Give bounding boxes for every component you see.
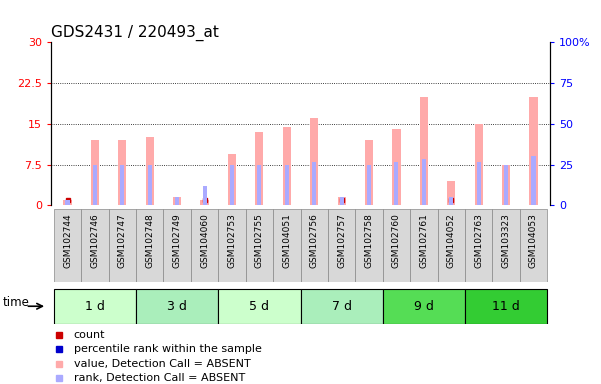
Bar bbox=[394, 162, 398, 205]
Bar bbox=[310, 118, 319, 205]
Text: GSM103323: GSM103323 bbox=[502, 213, 511, 268]
Bar bbox=[255, 132, 263, 205]
Bar bbox=[502, 165, 510, 205]
Bar bbox=[529, 97, 537, 205]
FancyBboxPatch shape bbox=[218, 209, 246, 282]
FancyBboxPatch shape bbox=[355, 209, 383, 282]
FancyBboxPatch shape bbox=[54, 209, 81, 282]
FancyBboxPatch shape bbox=[383, 209, 410, 282]
Bar bbox=[203, 186, 207, 205]
FancyBboxPatch shape bbox=[465, 289, 547, 324]
Text: 11 d: 11 d bbox=[492, 300, 520, 313]
Bar bbox=[392, 129, 400, 205]
Bar bbox=[175, 197, 179, 205]
Text: GSM102755: GSM102755 bbox=[255, 213, 264, 268]
Text: count: count bbox=[73, 330, 105, 340]
Text: 5 d: 5 d bbox=[249, 300, 269, 313]
FancyBboxPatch shape bbox=[300, 209, 328, 282]
Bar bbox=[173, 197, 182, 205]
Bar bbox=[91, 140, 99, 205]
Text: GSM102746: GSM102746 bbox=[90, 213, 99, 268]
FancyBboxPatch shape bbox=[273, 209, 300, 282]
Bar bbox=[201, 200, 209, 205]
Bar bbox=[422, 159, 426, 205]
FancyBboxPatch shape bbox=[492, 209, 520, 282]
Bar bbox=[312, 162, 316, 205]
Bar bbox=[340, 197, 344, 205]
Bar bbox=[282, 127, 291, 205]
Text: 9 d: 9 d bbox=[414, 300, 434, 313]
FancyBboxPatch shape bbox=[383, 289, 465, 324]
Bar bbox=[285, 165, 289, 205]
FancyBboxPatch shape bbox=[109, 209, 136, 282]
Bar bbox=[66, 200, 70, 205]
Text: GSM102758: GSM102758 bbox=[365, 213, 373, 268]
Text: GSM102753: GSM102753 bbox=[228, 213, 236, 268]
Text: GSM104053: GSM104053 bbox=[529, 213, 538, 268]
FancyBboxPatch shape bbox=[191, 209, 218, 282]
Text: value, Detection Call = ABSENT: value, Detection Call = ABSENT bbox=[73, 359, 250, 369]
Bar bbox=[145, 137, 154, 205]
FancyBboxPatch shape bbox=[520, 209, 547, 282]
Bar bbox=[504, 165, 508, 205]
Bar bbox=[228, 154, 236, 205]
FancyBboxPatch shape bbox=[136, 289, 218, 324]
FancyBboxPatch shape bbox=[136, 209, 163, 282]
Text: percentile rank within the sample: percentile rank within the sample bbox=[73, 344, 261, 354]
Text: GSM102748: GSM102748 bbox=[145, 213, 154, 268]
Bar bbox=[477, 162, 481, 205]
Bar bbox=[120, 165, 124, 205]
Text: time: time bbox=[2, 296, 29, 309]
Bar bbox=[148, 165, 152, 205]
FancyBboxPatch shape bbox=[54, 289, 136, 324]
FancyBboxPatch shape bbox=[438, 209, 465, 282]
Bar bbox=[531, 157, 535, 205]
Bar bbox=[365, 140, 373, 205]
Text: rank, Detection Call = ABSENT: rank, Detection Call = ABSENT bbox=[73, 373, 245, 384]
Bar bbox=[419, 97, 428, 205]
Text: 3 d: 3 d bbox=[167, 300, 187, 313]
FancyBboxPatch shape bbox=[328, 209, 355, 282]
Bar bbox=[93, 165, 97, 205]
FancyBboxPatch shape bbox=[218, 289, 300, 324]
Bar bbox=[118, 140, 126, 205]
FancyBboxPatch shape bbox=[300, 289, 383, 324]
FancyBboxPatch shape bbox=[465, 209, 492, 282]
Text: GSM102757: GSM102757 bbox=[337, 213, 346, 268]
Text: GSM104052: GSM104052 bbox=[447, 213, 456, 268]
Text: GSM102744: GSM102744 bbox=[63, 213, 72, 268]
Bar bbox=[230, 165, 234, 205]
Bar bbox=[447, 181, 456, 205]
Bar bbox=[257, 165, 261, 205]
Text: GSM104060: GSM104060 bbox=[200, 213, 209, 268]
FancyBboxPatch shape bbox=[410, 209, 438, 282]
Bar bbox=[367, 165, 371, 205]
Text: GSM102760: GSM102760 bbox=[392, 213, 401, 268]
Text: GDS2431 / 220493_at: GDS2431 / 220493_at bbox=[51, 25, 219, 41]
Bar bbox=[475, 124, 483, 205]
Text: GSM102761: GSM102761 bbox=[419, 213, 429, 268]
Text: 1 d: 1 d bbox=[85, 300, 105, 313]
Text: GSM104051: GSM104051 bbox=[282, 213, 291, 268]
Text: GSM102756: GSM102756 bbox=[310, 213, 319, 268]
Text: GSM102749: GSM102749 bbox=[172, 213, 182, 268]
FancyBboxPatch shape bbox=[163, 209, 191, 282]
Text: GSM102747: GSM102747 bbox=[118, 213, 127, 268]
Bar bbox=[338, 197, 346, 205]
FancyBboxPatch shape bbox=[246, 209, 273, 282]
Text: 7 d: 7 d bbox=[332, 300, 352, 313]
FancyBboxPatch shape bbox=[81, 209, 109, 282]
Text: GSM102763: GSM102763 bbox=[474, 213, 483, 268]
Bar bbox=[449, 197, 453, 205]
Bar bbox=[64, 200, 72, 205]
